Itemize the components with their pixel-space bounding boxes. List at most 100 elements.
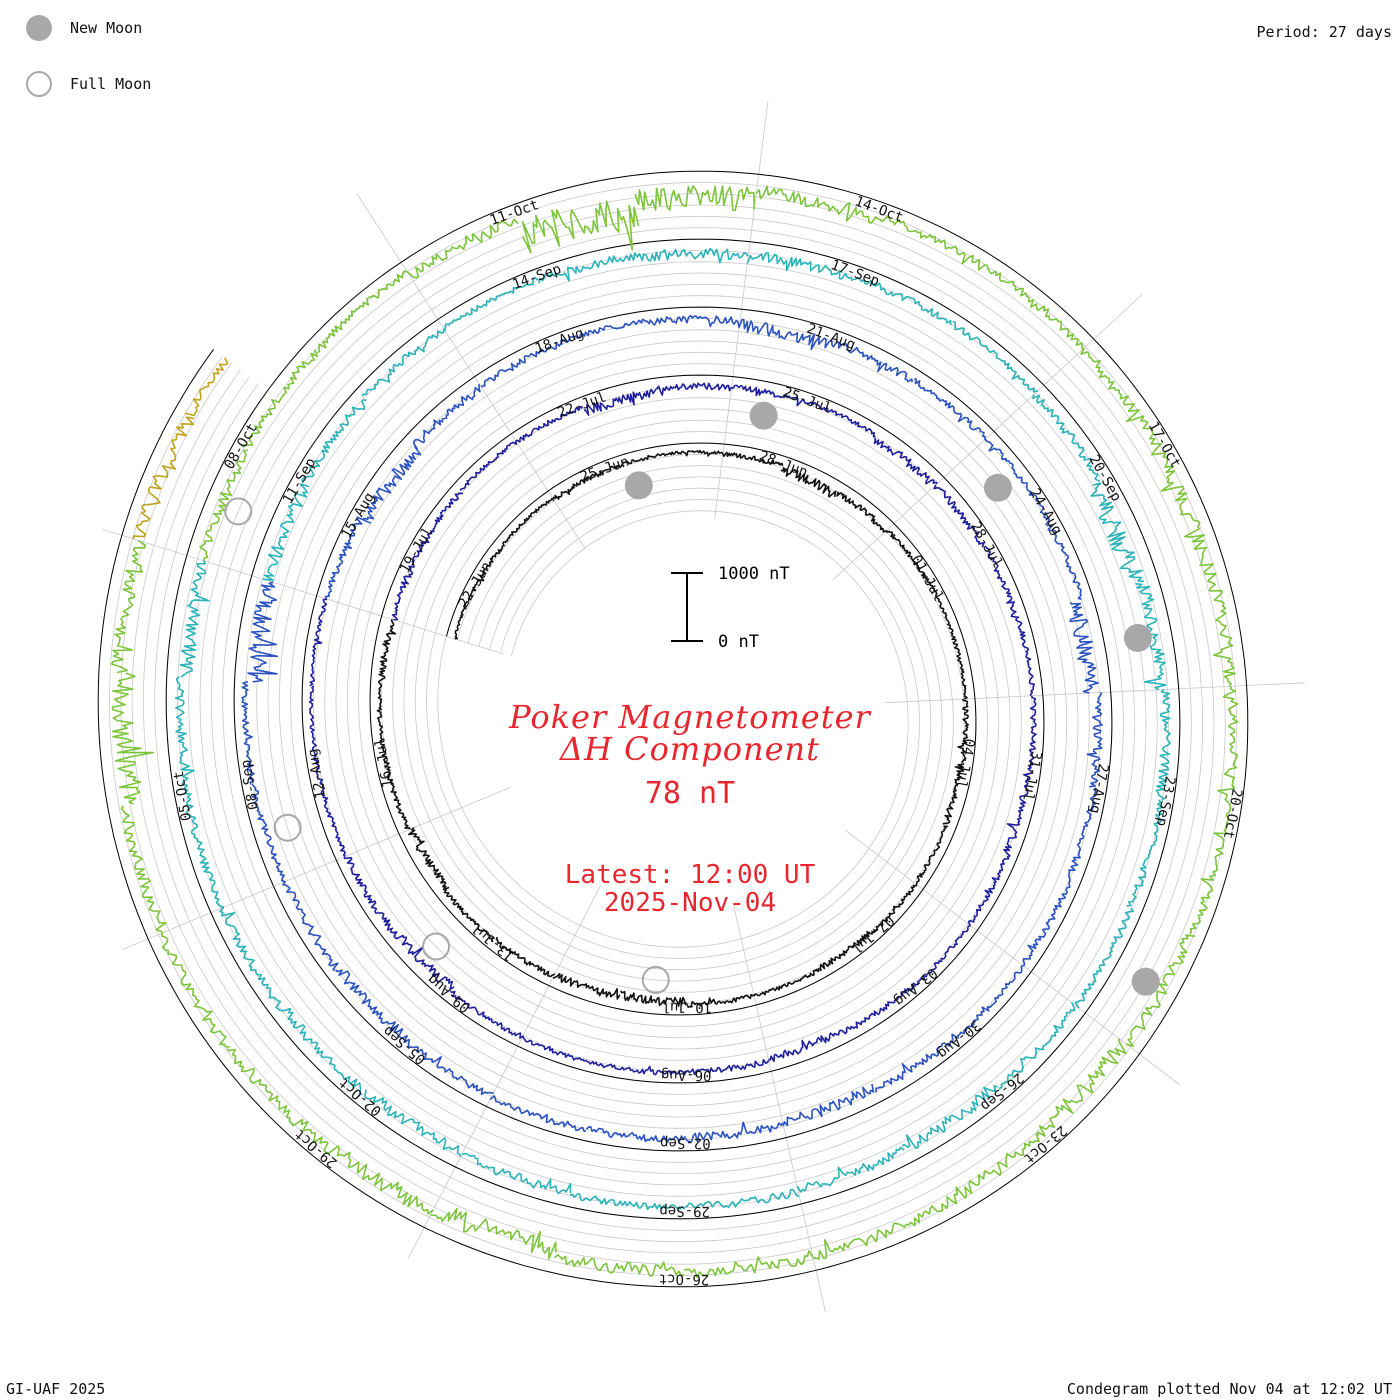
full-moon-marker [641,965,670,994]
new-moon-marker [749,401,778,430]
date-label: 18-Aug [533,325,586,357]
trace-segment [845,983,916,1033]
trace-segment [418,492,464,553]
date-label: 14-Oct [852,193,905,226]
date-label: 02-Oct [336,1074,385,1119]
trace-segment [952,320,1039,393]
trace-segment [1189,812,1229,935]
trace-segment [746,252,853,282]
trace-segment [495,936,556,978]
trace-segment [930,1132,1040,1213]
trace-segment [987,268,1084,350]
date-label: 26-Sep [977,1069,1026,1113]
trace-segment [508,498,555,539]
trace-segment [875,216,989,271]
trace-segment [648,314,740,328]
trace-segment [782,1083,875,1127]
grid-spiral [154,227,1192,1231]
full-moon-marker [224,497,253,526]
date-label: 01-Jul [908,552,947,604]
trace-segment [875,1033,958,1093]
grid-spiral [120,193,1226,1265]
trace-segment [951,635,968,700]
grid-spoke [714,101,769,519]
baseline-spiral [97,170,1249,1288]
trace-segment [184,357,229,417]
trace-segment [186,794,225,908]
trace-segment [836,491,887,533]
trace-segment [1151,449,1207,565]
date-label: 23-Sep [1153,775,1178,828]
date-label: 22-Jun [455,559,495,611]
grid-spoke [884,682,1305,704]
trace-segment [871,884,918,935]
trace-segment [413,384,481,450]
trace-segment [957,964,1024,1039]
trace-segment [1015,617,1036,696]
trace-segment [942,762,965,825]
trace-segment [262,483,310,581]
trace-segment [755,185,878,224]
trace-segment [522,1035,603,1067]
trace-segment [161,933,230,1048]
trace-segment [1024,695,1037,776]
grid-spiral [142,216,1204,1242]
date-label: 22-Jul [556,389,609,421]
trace-segment [362,446,422,520]
trace-segment [391,549,420,621]
date-label: 09-Aug [424,971,473,1016]
trace-segment [583,388,657,416]
trace-segment [655,382,733,396]
trace-segment [1125,934,1196,1047]
trace-segment [1217,686,1239,814]
magnetometer-trace [111,185,1239,1278]
latest-date: 2025-Nov-04 [603,888,777,918]
trace-segment [553,1254,685,1277]
trace-segment [1199,563,1236,687]
trace-segment [251,783,286,883]
trace-segment [521,200,640,254]
full-moon-label: Full Moon [70,75,152,93]
grid-spoke [102,528,504,655]
trace-segment [684,1188,800,1209]
full-moon-marker [422,932,451,961]
new-moon-marker [1131,967,1160,996]
trace-segment [406,218,519,279]
trace-segment [829,339,913,383]
trace-segment [684,1121,784,1143]
trace-segment [768,1029,848,1063]
full-moon-icon [26,71,52,97]
trace-segment [538,252,643,284]
date-label: 20-Oct [1220,787,1245,840]
date-label: 19-Jul [397,524,437,576]
date-label: 05-Sep [380,1022,429,1067]
trace-segment [984,438,1045,514]
trace-segment [247,581,278,683]
trace-segment [552,469,606,500]
trace-segment [585,1126,687,1144]
trace-segment [515,405,584,443]
date-label: 17-Sep [829,257,882,290]
trace-segment [489,1095,587,1132]
grid-spoke [844,829,1180,1086]
trace-segment [376,690,388,763]
trace-segment [226,1048,323,1145]
trace-segment [601,1063,687,1076]
trace-segment [1080,347,1162,451]
grid-spoke [357,194,585,549]
trace-segment [1069,601,1099,694]
date-label: 28-Jul [967,519,1006,571]
trace-segment [683,1250,814,1278]
trace-segment [738,318,831,351]
trace-segment [873,437,938,485]
full-moon-marker [273,813,302,842]
trace-segment [753,969,817,997]
trace-segment [620,990,688,1007]
date-label: 12-Aug [305,747,329,800]
new-moon-icon [26,15,52,41]
trace-segment [389,929,455,990]
date-label: 24-Aug [1026,486,1065,538]
trace-segment [280,1007,363,1096]
date-label: 29-Oct [292,1126,341,1171]
